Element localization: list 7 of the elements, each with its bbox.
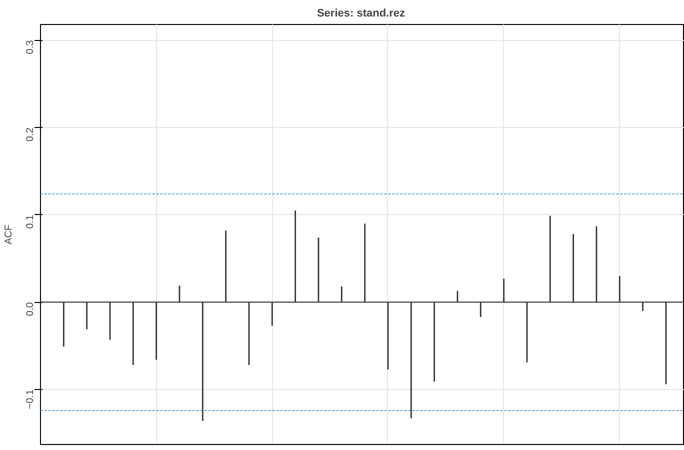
y-axis-title: ACF (4, 224, 14, 244)
y-tick-label: 0.0 (25, 302, 36, 316)
chart-title: Series: stand.rez (316, 8, 406, 20)
y-tick-label: −0.1 (25, 389, 36, 410)
y-tick-label: 0.3 (25, 40, 36, 54)
y-tick-label: 0.2 (25, 127, 36, 142)
y-tick-label: 0.1 (25, 214, 36, 229)
